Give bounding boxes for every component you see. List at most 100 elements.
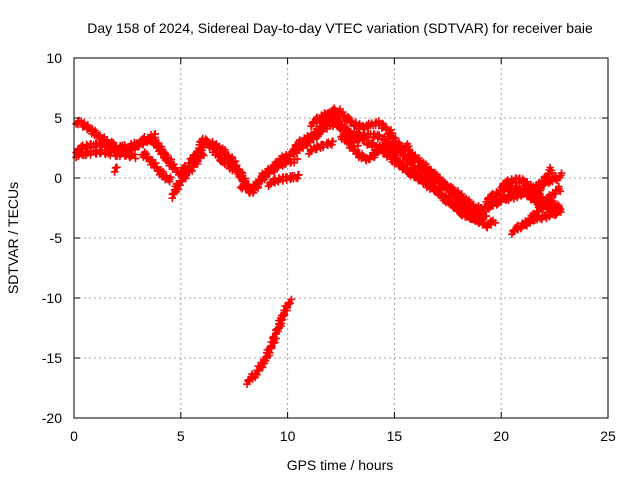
y-axis-label: SDTVAR / TECUs — [5, 182, 21, 294]
data-point — [333, 114, 341, 122]
data-point — [208, 137, 217, 146]
y-tick-label: -15 — [42, 350, 62, 366]
data-point — [542, 197, 551, 206]
axis-ticks: 0 5 10 15 20 25 -20 -15 -10 -5 0 5 10 — [42, 50, 616, 444]
data-point — [213, 151, 222, 159]
data-point — [74, 152, 83, 161]
y-tick-label: 5 — [54, 110, 62, 126]
data-point — [454, 187, 462, 195]
data-point — [244, 377, 252, 386]
data-points — [72, 104, 566, 388]
data-point — [243, 380, 251, 388]
y-tick-label: -5 — [50, 230, 63, 246]
series-track-c — [72, 146, 140, 163]
data-point — [469, 211, 478, 219]
series-track-m — [290, 104, 409, 155]
data-point — [310, 129, 319, 138]
data-point — [359, 134, 368, 143]
data-point — [445, 197, 454, 206]
data-point — [455, 206, 463, 214]
x-axis-label: GPS time / hours — [287, 457, 394, 473]
data-point — [484, 195, 492, 204]
data-point — [203, 136, 212, 145]
data-point — [166, 175, 174, 183]
data-point — [394, 159, 403, 167]
data-point — [168, 190, 177, 199]
x-tick-label: 20 — [493, 428, 509, 444]
data-point — [282, 173, 290, 181]
data-point — [270, 338, 279, 347]
data-point — [552, 186, 560, 194]
data-point — [328, 137, 336, 146]
data-point — [228, 154, 237, 162]
data-point — [110, 168, 119, 176]
x-tick-label: 15 — [387, 428, 403, 444]
data-point — [537, 193, 546, 201]
data-point — [260, 357, 268, 366]
data-point — [223, 151, 231, 159]
data-point — [375, 131, 383, 139]
data-point — [406, 149, 415, 157]
data-point — [411, 151, 420, 159]
data-point — [544, 170, 552, 179]
y-tick-label: -20 — [42, 410, 62, 426]
series-track-q — [354, 131, 491, 226]
data-point — [522, 189, 531, 198]
data-point — [319, 143, 327, 151]
series-track-e — [138, 148, 175, 186]
data-point — [509, 228, 517, 236]
data-point — [546, 163, 554, 172]
data-point — [183, 168, 192, 177]
data-point — [410, 170, 419, 179]
data-point — [166, 157, 175, 166]
data-point — [306, 147, 315, 156]
data-point — [487, 202, 496, 210]
data-point — [380, 132, 389, 141]
x-tick-label: 0 — [70, 428, 78, 444]
data-point — [290, 159, 298, 167]
data-point — [381, 123, 390, 131]
data-point — [195, 154, 203, 162]
series-track-d — [110, 163, 121, 176]
data-point — [131, 154, 140, 163]
data-point — [292, 174, 300, 182]
data-point — [150, 137, 159, 145]
data-point — [111, 164, 120, 172]
data-point — [359, 125, 368, 133]
data-point — [515, 184, 523, 193]
data-point — [555, 173, 564, 182]
data-point — [163, 153, 171, 162]
series-track-k — [264, 171, 303, 190]
series-track-low — [243, 295, 296, 388]
data-point — [293, 155, 302, 163]
series-track-y — [523, 182, 565, 230]
data-point — [135, 139, 144, 148]
data-point — [387, 153, 395, 162]
data-point — [479, 218, 487, 226]
data-point — [523, 178, 531, 186]
series-isolated — [292, 174, 300, 182]
data-point — [237, 172, 246, 181]
data-point — [482, 212, 491, 220]
data-point — [198, 146, 206, 155]
data-point — [253, 180, 262, 188]
data-point — [504, 193, 512, 201]
data-point — [285, 152, 293, 160]
x-tick-label: 25 — [600, 428, 616, 444]
chart-title: Day 158 of 2024, Sidereal Day-to-day VTE… — [87, 20, 593, 36]
data-point — [364, 136, 373, 145]
data-point — [557, 208, 565, 216]
data-point — [140, 133, 149, 141]
data-point — [308, 120, 317, 128]
data-point — [273, 325, 281, 333]
data-point — [491, 219, 500, 227]
y-tick-label: -10 — [42, 290, 62, 306]
data-point — [555, 182, 563, 191]
y-tick-label: 10 — [46, 50, 62, 66]
x-tick-label: 10 — [280, 428, 296, 444]
data-point — [284, 300, 293, 309]
series-track-o — [305, 137, 337, 158]
data-point — [556, 187, 565, 196]
series-track-z — [529, 163, 556, 202]
data-point — [523, 222, 531, 230]
